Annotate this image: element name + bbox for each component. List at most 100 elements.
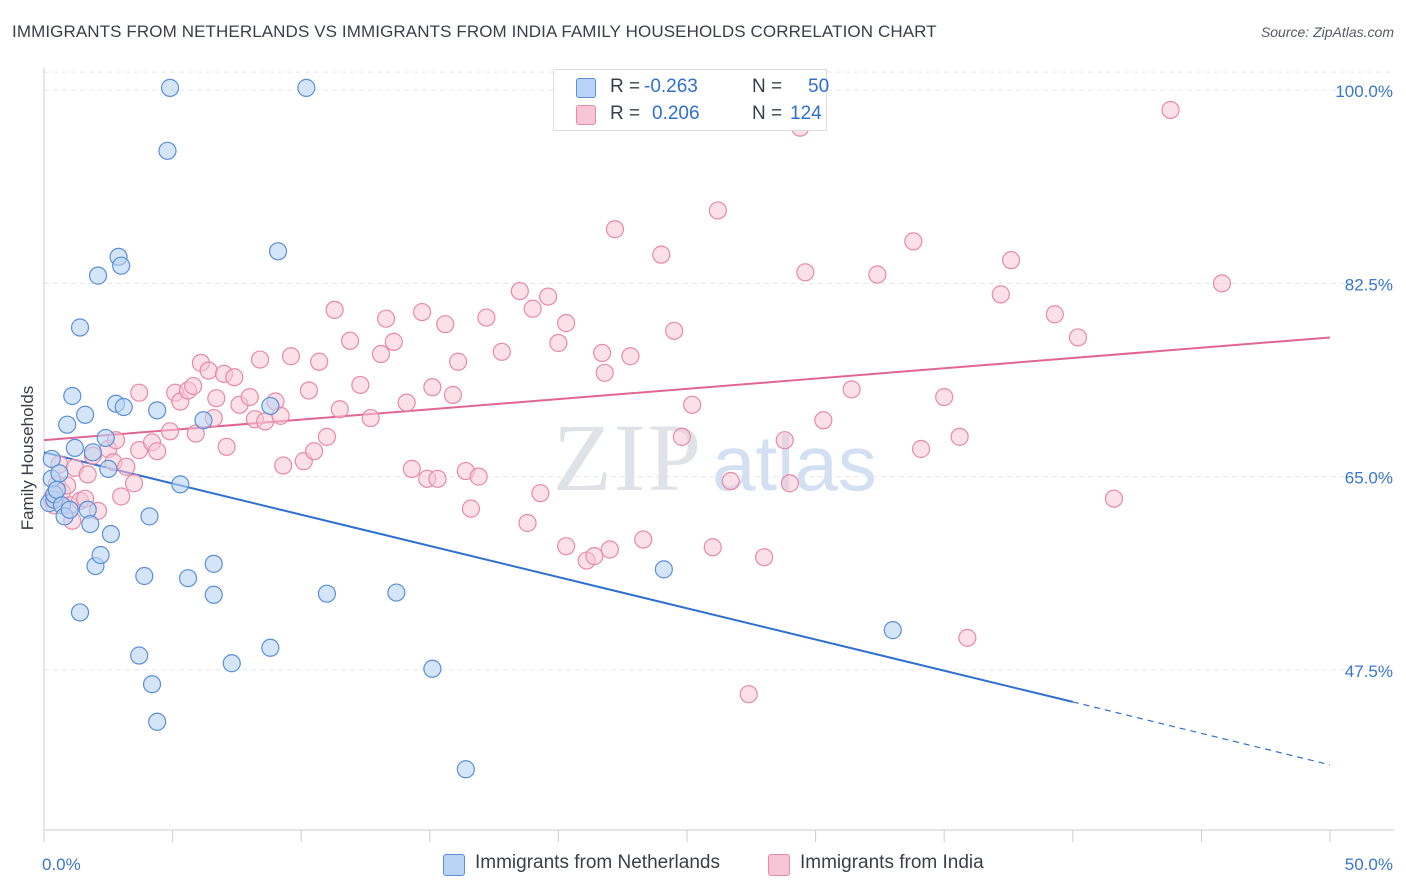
- netherlands-trend-extension: [1072, 701, 1331, 766]
- india-point-63: [423, 378, 442, 397]
- india-point-55: [361, 408, 380, 428]
- india-swatch: [576, 105, 596, 125]
- india-point-66: [443, 385, 463, 404]
- watermark: ZIP atlas: [553, 404, 877, 511]
- india-point-38: [240, 387, 259, 407]
- netherlands-point-18: [83, 443, 102, 462]
- india-point-98: [775, 431, 794, 450]
- india-r-value: 0.206: [652, 103, 700, 124]
- india-point-95: [721, 471, 740, 491]
- netherlands-point-14: [70, 318, 90, 337]
- netherlands-point-52: [883, 621, 902, 640]
- india-point-64: [428, 469, 447, 488]
- india-point-72: [492, 342, 511, 361]
- netherlands-point-33: [148, 712, 167, 731]
- india-point-44: [274, 456, 293, 475]
- netherlands-point-11: [63, 386, 82, 406]
- axes: [43, 68, 1394, 842]
- netherlands-point-39: [194, 411, 213, 430]
- india-point-71: [477, 308, 496, 327]
- netherlands-point-37: [171, 475, 190, 494]
- netherlands-point-31: [140, 507, 159, 526]
- netherlands-point-44: [261, 638, 280, 657]
- source-label: Source: ZipAtlas.com: [1260, 24, 1394, 40]
- india-point-106: [911, 439, 931, 459]
- tick-labels: 100.0% 82.5% 65.0% 47.5% 0.0% 50.0%: [42, 82, 1393, 874]
- india-points: [42, 100, 1232, 704]
- netherlands-point-29: [130, 646, 149, 665]
- india-point-60: [402, 459, 421, 478]
- netherlands-point-24: [101, 524, 120, 544]
- india-point-45: [281, 347, 301, 366]
- india-point-56: [376, 309, 396, 328]
- india-point-11: [78, 465, 97, 484]
- india-point-73: [510, 281, 529, 301]
- india-point-105: [904, 232, 923, 251]
- netherlands-point-6: [50, 464, 69, 483]
- netherlands-point-48: [387, 583, 406, 602]
- india-point-50: [317, 427, 337, 446]
- india-point-83: [593, 343, 612, 363]
- india-point-61: [412, 302, 432, 322]
- india-n-label: N =: [752, 103, 783, 124]
- netherlands-swatch: [576, 78, 596, 98]
- india-point-99: [780, 474, 799, 493]
- india-point-85: [600, 540, 619, 559]
- india-r-label: R =: [610, 103, 641, 124]
- chart-title: IMMIGRANTS FROM NETHERLANDS VS IMMIGRANT…: [12, 22, 937, 41]
- india-point-96: [739, 685, 758, 704]
- x-tick-label-1: 50.0%: [1345, 855, 1393, 874]
- netherlands-point-15: [76, 405, 95, 424]
- stats-legend: R = -0.263 N = 50 R = 0.206 N = 124: [553, 69, 829, 131]
- netherlands-point-34: [148, 401, 167, 420]
- india-point-90: [665, 321, 684, 340]
- india-point-17: [112, 487, 131, 506]
- india-point-101: [796, 263, 815, 282]
- india-point-36: [225, 368, 244, 387]
- india-point-49: [310, 352, 329, 371]
- india-point-18: [117, 457, 136, 476]
- india-point-20: [130, 383, 149, 402]
- netherlands-point-49: [423, 659, 442, 678]
- gridlines: [44, 71, 1394, 671]
- netherlands-point-21: [91, 545, 110, 565]
- india-point-31: [199, 361, 218, 380]
- netherlands-point-32: [142, 675, 162, 694]
- india-legend-label: Immigrants from India: [800, 852, 984, 873]
- netherlands-point-12: [65, 438, 84, 457]
- india-point-109: [958, 628, 977, 647]
- netherlands-point-13: [70, 603, 90, 622]
- netherlands-point-43: [261, 396, 280, 416]
- india-point-47: [299, 381, 319, 400]
- y-tick-label-2: 65.0%: [1345, 469, 1393, 488]
- watermark-atlas: atlas: [712, 419, 877, 507]
- india-point-23: [148, 442, 167, 461]
- netherlands-point-20: [88, 266, 108, 285]
- watermark-zip: ZIP: [553, 404, 703, 511]
- india-point-84: [595, 363, 614, 382]
- india-point-103: [842, 380, 861, 399]
- netherlands-points: [40, 78, 902, 779]
- india-point-80: [557, 314, 576, 333]
- y-tick-label-0: 100.0%: [1335, 82, 1393, 101]
- netherlands-legend-label: Immigrants from Netherlands: [475, 852, 720, 873]
- india-point-51: [325, 300, 344, 319]
- y-tick-label-3: 47.5%: [1345, 662, 1393, 681]
- india-point-65: [436, 315, 455, 334]
- netherlands-point-42: [222, 654, 241, 673]
- netherlands-point-22: [96, 428, 115, 448]
- india-point-86: [605, 220, 625, 239]
- netherlands-point-46: [297, 78, 316, 97]
- netherlands-trend-line: [43, 451, 1074, 703]
- india-point-28: [184, 376, 203, 396]
- netherlands-point-5: [47, 480, 66, 499]
- netherlands-point-2: [42, 449, 61, 469]
- india-point-54: [351, 375, 370, 395]
- netherlands-r-value: -0.263: [644, 76, 698, 97]
- x-tick-label-0: 0.0%: [42, 855, 81, 874]
- india-n-value: 124: [790, 103, 822, 124]
- netherlands-point-38: [178, 569, 198, 588]
- india-point-33: [207, 389, 226, 408]
- india-point-69: [461, 499, 481, 518]
